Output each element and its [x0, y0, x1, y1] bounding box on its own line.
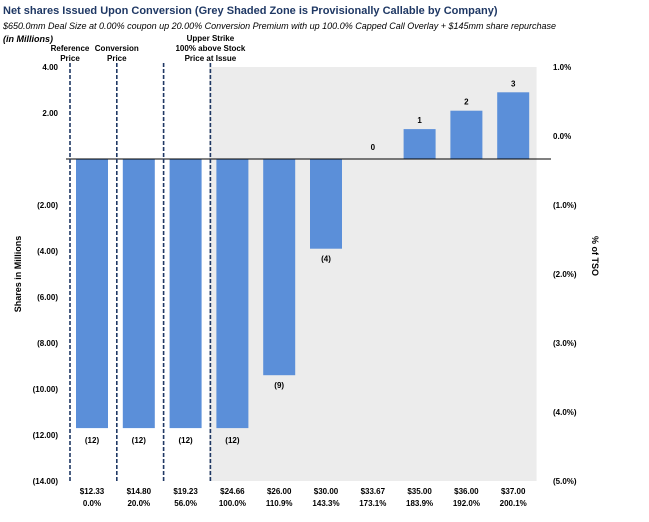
reference-line-label: Price [107, 54, 127, 63]
data-label-5: (4) [321, 255, 331, 264]
x-tick-label: $12.33 [80, 487, 105, 496]
y-tick-label: 4.00 [42, 63, 58, 72]
data-label-0: (12) [85, 436, 100, 445]
data-label-8: 2 [464, 98, 469, 107]
reference-line-label: Price at Issue [185, 54, 237, 63]
bar-9 [497, 92, 530, 159]
x-tick-sublabel: 0.0% [83, 499, 101, 508]
y2-tick-label: (2.0%) [553, 270, 577, 279]
bar-4 [263, 159, 296, 376]
chart-title: Net shares Issued Upon Conversion (Grey … [3, 5, 498, 17]
y2-tick-label: 1.0% [553, 63, 571, 72]
data-label-2: (12) [178, 436, 193, 445]
reference-line-label: 100% above Stock [175, 44, 245, 53]
x-tick-label: $37.00 [501, 487, 526, 496]
reference-line-label: Reference [51, 44, 90, 53]
labels: (12) (12) (12) (12) (9) (4) 0 1 2 3 [85, 79, 516, 445]
data-label-6: 0 [371, 143, 376, 152]
data-label-9: 3 [511, 79, 516, 88]
x-tick-label: $36.00 [454, 487, 479, 496]
reference-line-label: Conversion [95, 44, 139, 53]
reference-line-label: Upper Strike [187, 34, 235, 43]
units-label: (in Millions) [3, 34, 53, 44]
reference-line-label: Price [60, 54, 80, 63]
y2-tick-label: (5.0%) [553, 477, 577, 486]
y-tick-label: (4.00) [37, 247, 58, 256]
y-axis-title: Shares in Millions [13, 236, 23, 313]
x-tick-sublabel: 100.0% [219, 499, 246, 508]
y2-tick-label: (3.0%) [553, 339, 577, 348]
data-label-7: 1 [417, 116, 422, 125]
bar-0 [76, 159, 108, 429]
chart-subtitle: $650.0mm Deal Size at 0.00% coupon up 20… [3, 21, 557, 31]
x-tick-label: $14.80 [127, 487, 152, 496]
y-tick-label: (10.00) [33, 385, 59, 394]
bar-5 [310, 159, 342, 249]
bars [76, 92, 530, 429]
x-tick-sublabel: 143.3% [312, 499, 339, 508]
x-tick-label: $33.67 [361, 487, 386, 496]
y-tick-label: (6.00) [37, 293, 58, 302]
x-tick-sublabel: 20.0% [127, 499, 150, 508]
bar-7 [403, 129, 436, 159]
x-tick-sublabel: 183.9% [406, 499, 433, 508]
y-tick-label: (12.00) [33, 431, 59, 440]
x-tick-label: $35.00 [407, 487, 432, 496]
x-tick-sublabel: 173.1% [359, 499, 386, 508]
x-tick-sublabel: 192.0% [453, 499, 480, 508]
callable-shaded-zone [209, 67, 537, 481]
y2-tick-label: (1.0%) [553, 201, 577, 210]
bar-2 [169, 159, 202, 429]
y-tick-label: (8.00) [37, 339, 58, 348]
y2-axis-title: % of TSO [590, 236, 600, 276]
y2-tick-label: (4.0%) [553, 408, 577, 417]
x-tick-label: $19.23 [173, 487, 198, 496]
bar-8 [450, 110, 483, 159]
y2-tick-label: 0.0% [553, 132, 571, 141]
data-label-4: (9) [274, 381, 284, 390]
bar-3 [216, 159, 249, 429]
x-tick-label: $26.00 [267, 487, 292, 496]
bar-1 [122, 159, 155, 429]
axes: 4.00 2.00 (2.00) (4.00) (6.00) (8.00) (10.00) (… [13, 63, 600, 508]
data-label-3: (12) [225, 436, 240, 445]
y-tick-label: (14.00) [33, 477, 59, 486]
x-tick-sublabel: 200.1% [500, 499, 527, 508]
x-tick-label: $24.66 [220, 487, 245, 496]
shaded-zone-rect [209, 67, 537, 481]
x-tick-sublabel: 110.9% [266, 499, 293, 508]
x-tick-sublabel: 56.0% [174, 499, 197, 508]
y-tick-label: 2.00 [42, 109, 58, 118]
data-label-1: (12) [132, 436, 147, 445]
x-tick-label: $30.00 [314, 487, 339, 496]
y-tick-label: (2.00) [37, 201, 58, 210]
